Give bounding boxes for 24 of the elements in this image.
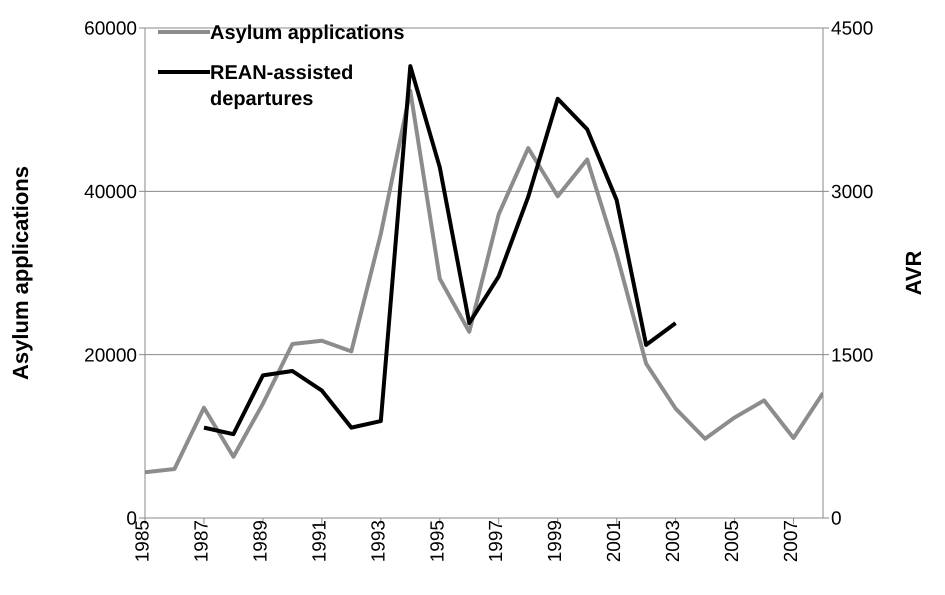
x-tick-label: 1989	[250, 520, 272, 562]
y2-tick-label: 0	[831, 508, 842, 530]
y2-tick-label: 1500	[831, 345, 874, 366]
line-series	[202, 64, 678, 436]
y-axis-title: Asylum applications	[8, 166, 33, 380]
x-tick-label: 1987	[191, 520, 212, 562]
x-tick-label: 2001	[604, 520, 626, 562]
legend-label: Asylum applications	[210, 21, 404, 46]
x-tick-label: 1991	[309, 520, 330, 562]
y2-tick-label: 4500	[831, 18, 874, 40]
x-tick-label: 2007	[781, 520, 802, 562]
x-tick-label: 2003	[663, 520, 684, 562]
x-tick-label: 1993	[368, 520, 390, 562]
y-tick-label: 60000	[84, 18, 137, 40]
x-tick-label: 1999	[545, 520, 566, 562]
x-tick-label: 1995	[427, 520, 448, 562]
x-tick-label: 2005	[722, 520, 744, 562]
y-tick-label: 20000	[84, 345, 137, 366]
legend-label: REAN-assisted departures	[210, 61, 354, 112]
y-tick-label: 0	[126, 508, 137, 530]
x-tick-label: 1997	[486, 520, 508, 562]
y-tick-label: 40000	[84, 182, 137, 204]
y2-axis-title: AVR	[900, 250, 926, 296]
y2-tick-label: 3000	[831, 182, 874, 204]
